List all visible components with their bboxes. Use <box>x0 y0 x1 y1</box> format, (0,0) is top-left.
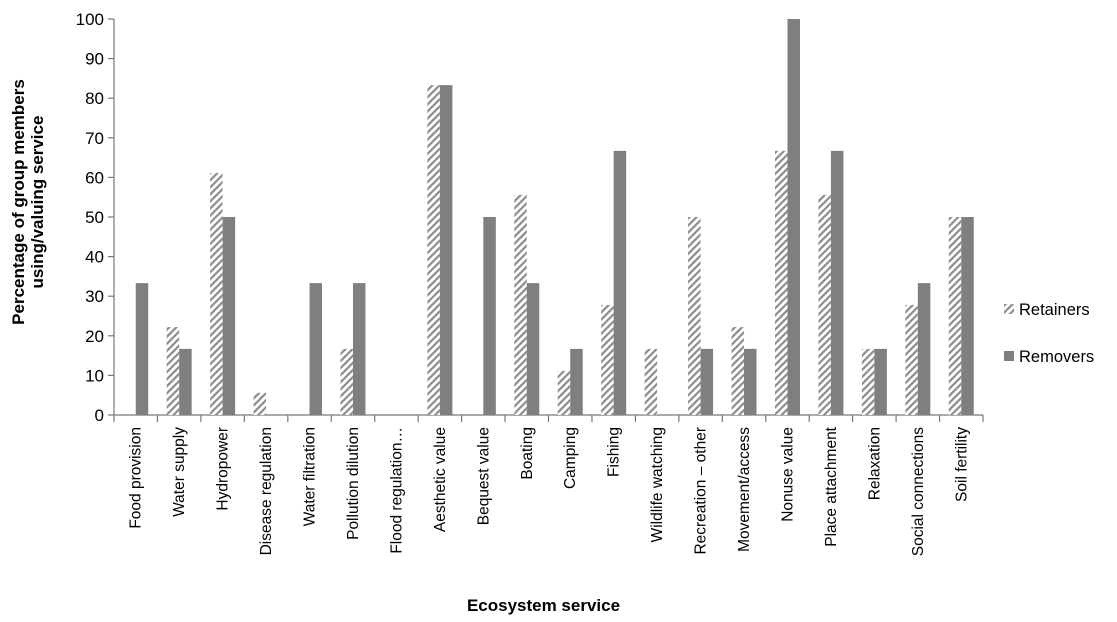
bar-removers <box>179 348 192 415</box>
legend-swatch-retainers <box>1004 304 1014 314</box>
bar-retainers <box>340 348 353 415</box>
x-category-label: Social connections <box>910 427 927 556</box>
bar-retainers <box>253 392 267 415</box>
bar-retainers <box>514 194 527 415</box>
bars <box>135 19 974 416</box>
axes <box>108 18 984 422</box>
bar-removers <box>135 283 149 415</box>
y-tick-label: 40 <box>85 248 104 267</box>
x-category-label: Boating <box>519 427 536 480</box>
y-tick-label: 20 <box>85 327 104 346</box>
y-tick-label: 60 <box>85 168 104 187</box>
bar-retainers <box>818 194 831 415</box>
legend-swatch-removers <box>1004 351 1014 361</box>
bar-retainers <box>688 217 701 415</box>
x-category-label: Water supply <box>171 427 188 517</box>
bar-retainers <box>210 173 223 415</box>
x-axis-title: Ecosystem service <box>467 596 620 615</box>
x-category-label: Soil fertility <box>953 427 970 502</box>
bar-removers <box>352 283 366 415</box>
x-category-label: Movement/access <box>736 427 753 552</box>
bar-removers <box>570 348 583 415</box>
x-category-label: Water filtration <box>302 427 319 526</box>
x-category-label: Recreation – other <box>693 427 710 555</box>
bar-retainers <box>731 327 745 415</box>
bar-retainers <box>905 304 918 415</box>
x-category-label: Fishing <box>606 427 623 477</box>
y-tick-label: 10 <box>85 366 104 385</box>
bar-retainers <box>644 348 658 415</box>
bar-removers <box>961 217 974 415</box>
y-tick-label: 90 <box>85 50 104 69</box>
x-category-label: Place attachment <box>823 426 840 546</box>
bar-retainers <box>557 371 571 415</box>
bar-removers <box>613 150 627 416</box>
legend-label-retainers: Retainers <box>1019 301 1090 319</box>
x-category-label: Nonuse value <box>779 427 796 522</box>
x-category-label: Aesthetic value <box>432 427 449 532</box>
bar-retainers <box>948 217 962 415</box>
x-category-label: Disease regulation <box>258 427 275 555</box>
bar-removers <box>830 150 844 416</box>
bar-removers <box>787 19 800 415</box>
bar-removers <box>700 348 714 415</box>
x-category-label: Relaxation <box>866 427 883 500</box>
bar-removers <box>526 283 540 415</box>
x-category-label: Food provision <box>128 427 145 529</box>
bar-retainers <box>774 150 788 416</box>
bar-removers <box>917 283 931 415</box>
x-category-label: Flood regulation… <box>388 427 405 554</box>
x-category-label: Pollution dilution <box>345 427 362 540</box>
y-axis-title: Percentage of group membersusing/valuing… <box>9 79 47 325</box>
bar-retainers <box>601 304 614 415</box>
bar-retainers <box>427 85 440 415</box>
y-tick-label: 80 <box>85 89 104 108</box>
x-category-label: Bequest value <box>475 427 492 525</box>
y-tick-label: 50 <box>85 208 104 227</box>
bar-removers <box>744 348 757 415</box>
legend: Retainers Removers <box>1004 301 1094 366</box>
bar-removers <box>439 85 453 415</box>
legend-label-removers: Removers <box>1019 348 1094 366</box>
y-tick-label: 70 <box>85 129 104 148</box>
x-category-label: Camping <box>562 427 579 489</box>
x-category-label: Wildlife watching <box>649 427 666 542</box>
bar-removers <box>874 348 887 415</box>
bar-retainers <box>861 348 875 415</box>
x-category-label: Hydropower <box>215 427 232 511</box>
bar-removers <box>222 217 236 415</box>
bar-removers <box>309 283 323 415</box>
labels: 0 10 20 30 40 50 60 70 80 90 100 Food provision Wate… <box>9 10 970 615</box>
bar-retainers <box>166 327 180 415</box>
y-tick-label: 0 <box>95 406 104 425</box>
y-tick-label: 30 <box>85 287 104 306</box>
bar-removers <box>483 217 496 415</box>
y-tick-label: 100 <box>76 10 104 29</box>
